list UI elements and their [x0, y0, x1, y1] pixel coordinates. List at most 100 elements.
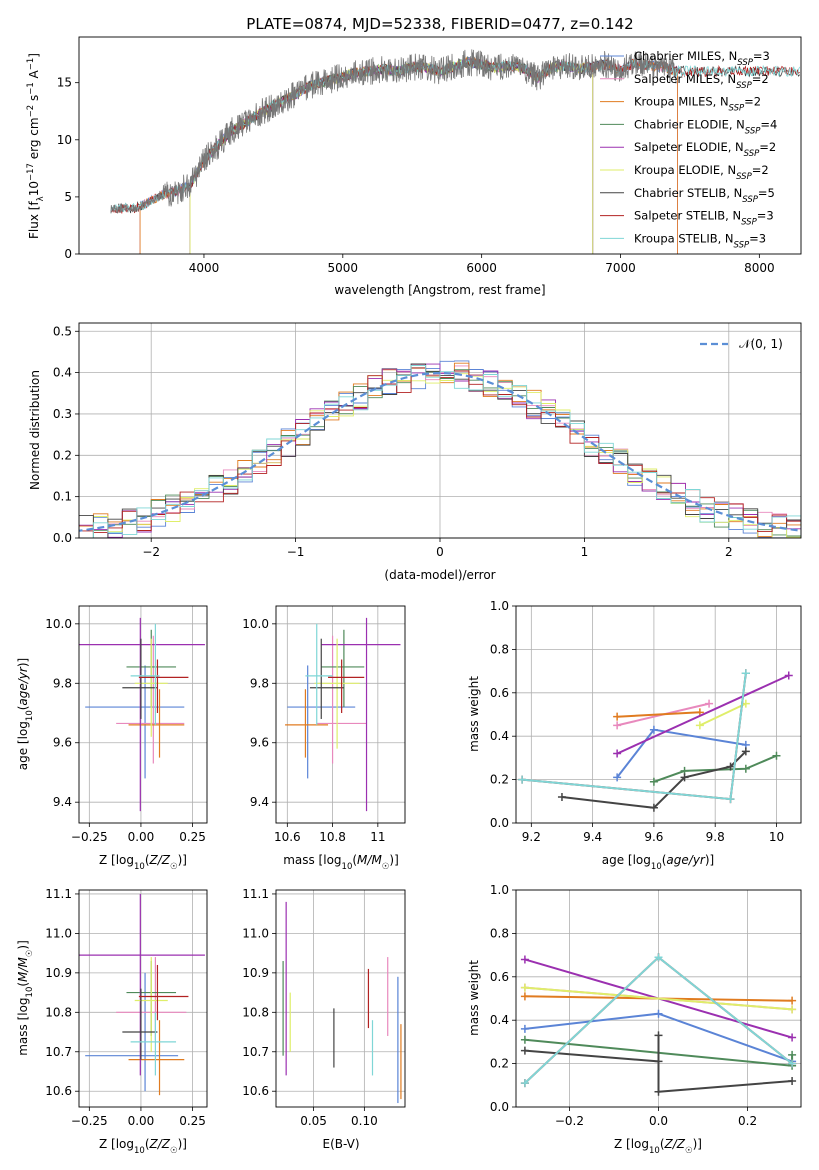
y-tick-label: 1.0 [490, 599, 509, 613]
x-axis-label: Z [log10(Z/Z☉)] [99, 853, 187, 872]
weight-point-marker [649, 725, 658, 734]
y-axis-label: mass weight [467, 960, 481, 1036]
weight-point-marker [520, 1079, 529, 1088]
y-tick-label: 10.8 [45, 1005, 72, 1019]
weight-point-marker [784, 671, 793, 680]
frame-layer [75, 36, 802, 1111]
x-tick-label: 4000 [189, 261, 220, 275]
weight-point-marker [654, 1057, 663, 1066]
weight-point-marker [520, 1035, 529, 1044]
x-tick-label: 9.2 [522, 830, 541, 844]
weight-point-marker [788, 1076, 797, 1085]
weight-point-marker [726, 762, 735, 771]
plot-area-spectrum [110, 49, 800, 254]
weight-point-marker [649, 777, 658, 786]
legend-label: Salpeter ELODIE, NSSP=2 [634, 140, 776, 159]
weight-series-line [524, 986, 793, 1011]
axes-frame [515, 889, 802, 1108]
y-tick-label: 0.8 [490, 642, 509, 656]
weight-point-marker [741, 699, 750, 708]
x-tick-label: 0.25 [179, 1114, 206, 1128]
legend-label: Kroupa ELODIE, NSSP=2 [634, 163, 769, 182]
x-tick-label: 10.8 [319, 830, 346, 844]
x-axis-label: Z [log10(Z/Z☉)] [614, 1137, 702, 1156]
weight-point-marker [788, 1033, 797, 1042]
y-tick-label: 10 [57, 133, 72, 147]
x-tick-label: 6000 [466, 261, 497, 275]
weight-point-marker [557, 792, 566, 801]
y-tick-label: 0.3 [53, 407, 72, 421]
y-tick-label: 9.4 [250, 795, 269, 809]
axes-frame [515, 605, 802, 824]
weight-point-marker [613, 749, 622, 758]
weight-point-marker [695, 721, 704, 730]
plot-area-weight_vs_age [518, 669, 793, 812]
y-tick-label: 10.0 [242, 617, 269, 631]
y-tick-label: 9.8 [53, 676, 72, 690]
histogram-series [79, 365, 801, 538]
weight-point-marker [741, 764, 750, 773]
x-tick-label: −0.25 [71, 830, 108, 844]
legend-label: Kroupa MILES, NSSP=2 [634, 95, 761, 114]
y-tick-label: 0.2 [53, 448, 72, 462]
legend-label: Salpeter MILES, NSSP=2 [634, 72, 769, 91]
weight-point-marker [788, 1005, 797, 1014]
axes-frame [78, 889, 208, 1108]
axes-frame [275, 889, 406, 1108]
plot-area-weight_vs_Z [520, 953, 797, 1096]
weight-point-marker [520, 1024, 529, 1033]
x-tick-label: 9.4 [583, 830, 602, 844]
x-axis-label: Z [log10(Z/Z☉)] [99, 1137, 187, 1156]
y-tick-label: 11.0 [242, 926, 269, 940]
weight-point-marker [520, 955, 529, 964]
legend-label: 𝒩(0, 1) [739, 337, 783, 351]
x-axis-label: age [log10(age/yr)] [602, 853, 714, 872]
weight-point-marker [788, 1059, 797, 1068]
y-tick-label: 10.6 [242, 1084, 269, 1098]
x-tick-label: 2 [725, 545, 733, 559]
y-tick-label: 9.6 [250, 736, 269, 750]
x-axis-label: wavelength [Angstrom, rest frame] [334, 283, 545, 297]
x-tick-label: 0.2 [738, 1114, 757, 1128]
x-tick-label: 0.00 [128, 1114, 155, 1128]
weight-point-marker [520, 992, 529, 1001]
legend-label: Kroupa STELIB, NSSP=3 [634, 231, 766, 250]
y-tick-label: 10.9 [242, 966, 269, 980]
x-axis-label: (data-model)/error [384, 568, 495, 582]
weight-series-line [699, 702, 747, 727]
weight-point-marker [613, 773, 622, 782]
y-tick-label: 11.1 [45, 887, 72, 901]
axes-frame [275, 605, 406, 824]
axes-frame [78, 322, 802, 539]
x-tick-label: 0.10 [351, 1114, 378, 1128]
x-tick-label: 0.00 [128, 830, 155, 844]
y-tick-label: 0.5 [53, 324, 72, 338]
weight-series-line [616, 674, 790, 755]
weight-series-line [524, 1035, 793, 1093]
x-tick-label: −0.2 [555, 1114, 584, 1128]
weight-point-marker [772, 751, 781, 760]
y-tick-label: 11.1 [242, 887, 269, 901]
axes-frame [78, 36, 802, 255]
y-tick-label: 1.0 [490, 883, 509, 897]
x-tick-label: −2 [142, 545, 160, 559]
x-tick-label: 0.25 [179, 830, 206, 844]
weight-point-marker [705, 699, 714, 708]
y-tick-label: 0.0 [490, 816, 509, 830]
legend-label: Chabrier ELODIE, NSSP=4 [634, 117, 777, 136]
weight-point-marker [613, 712, 622, 721]
weight-point-marker [654, 953, 663, 962]
x-tick-label: 7000 [605, 261, 636, 275]
y-tick-label: 0.2 [490, 1057, 509, 1071]
weight-point-marker [520, 1046, 529, 1055]
x-tick-label: 10.6 [274, 830, 301, 844]
y-tick-label: 9.4 [53, 795, 72, 809]
x-axis-label: E(B-V) [322, 1137, 359, 1151]
y-tick-label: 10.6 [45, 1084, 72, 1098]
normal-curve [79, 372, 801, 532]
plot-area-residuals [79, 360, 801, 538]
y-tick-label: 10.7 [45, 1045, 72, 1059]
x-tick-label: 0 [436, 545, 444, 559]
